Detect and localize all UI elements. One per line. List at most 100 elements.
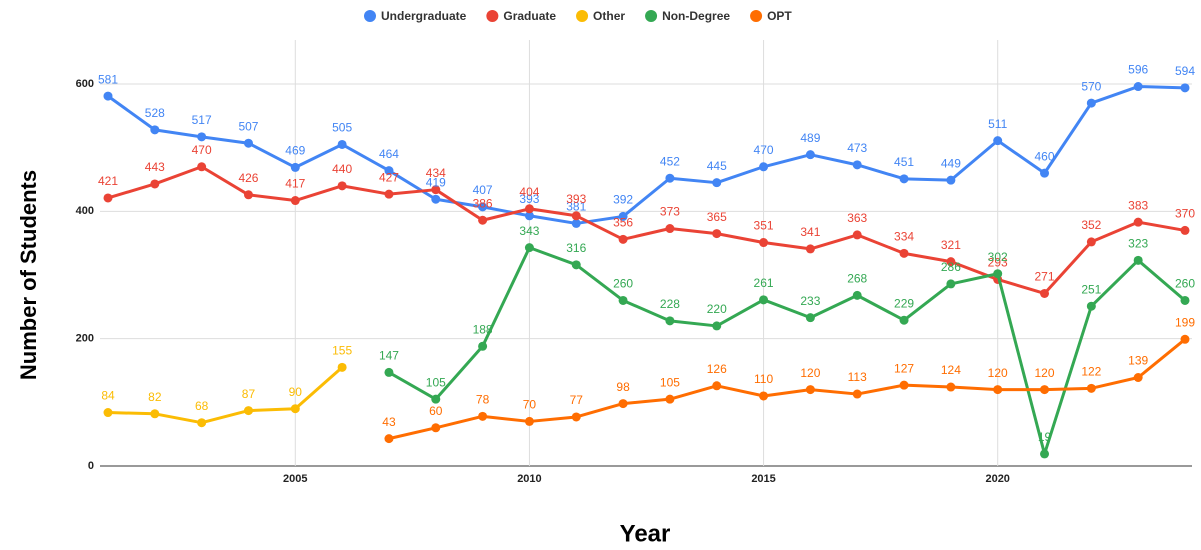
data-label: 321 (941, 238, 961, 252)
x-axis-label: Year (620, 520, 671, 547)
data-label: 365 (707, 210, 727, 224)
x-tick-label: 2020 (985, 473, 1009, 485)
data-label: 464 (379, 147, 399, 161)
data-label: 78 (476, 393, 490, 407)
data-point (899, 380, 909, 390)
data-point (618, 295, 628, 305)
data-label: 383 (1128, 198, 1148, 212)
data-label: 489 (800, 131, 820, 145)
data-label: 260 (613, 277, 633, 291)
data-point (805, 150, 815, 160)
data-label: 517 (192, 113, 212, 127)
data-label: 426 (238, 171, 258, 185)
data-point (852, 160, 862, 170)
data-label: 316 (566, 241, 586, 255)
data-point (1040, 385, 1050, 395)
data-point (1133, 255, 1143, 265)
data-label: 511 (988, 117, 1007, 131)
legend-marker (750, 10, 763, 22)
series-line (107, 85, 1186, 225)
data-label: 596 (1128, 63, 1148, 77)
legend-marker (576, 10, 589, 22)
data-point (384, 166, 394, 176)
data-label: 120 (988, 366, 1008, 380)
data-point (899, 315, 909, 325)
data-point (1133, 82, 1143, 92)
data-point (478, 215, 488, 225)
data-point (805, 244, 815, 254)
data-label: 98 (616, 380, 630, 394)
data-label: 381 (566, 200, 586, 214)
data-point (384, 434, 394, 444)
data-label: 155 (332, 343, 352, 357)
data-label: 470 (192, 143, 212, 157)
legend-label: Non-Degree (662, 9, 730, 23)
data-point (946, 257, 956, 267)
data-point (197, 418, 207, 428)
data-point (618, 399, 628, 409)
data-point (1180, 83, 1190, 93)
data-point (571, 218, 581, 228)
legend-marker (486, 10, 499, 22)
data-point (197, 162, 207, 172)
data-point (197, 132, 207, 142)
data-label: 77 (570, 393, 584, 407)
data-point (478, 411, 488, 421)
data-point (431, 185, 441, 195)
data-point (1040, 288, 1050, 298)
data-label: 82 (148, 390, 162, 404)
data-point (993, 136, 1003, 146)
data-label: 68 (195, 399, 209, 413)
data-label: 570 (1081, 79, 1101, 93)
data-point (384, 189, 394, 199)
legend-label: OPT (767, 9, 792, 23)
data-point (384, 367, 394, 377)
data-point (712, 321, 722, 331)
data-label: 352 (1081, 218, 1101, 232)
data-label: 443 (145, 160, 165, 174)
data-label: 581 (98, 72, 118, 86)
data-point (571, 260, 581, 270)
data-point (150, 409, 160, 419)
data-label: 199 (1175, 315, 1195, 329)
data-point (1040, 449, 1050, 459)
data-label: 528 (145, 106, 165, 120)
data-label: 43 (382, 415, 396, 429)
data-label: 120 (800, 366, 820, 380)
data-label: 370 (1175, 207, 1195, 221)
data-point (290, 404, 300, 414)
data-point (946, 175, 956, 185)
data-point (571, 211, 581, 221)
data-point (759, 295, 769, 305)
data-label: 440 (332, 162, 352, 176)
data-point (290, 196, 300, 206)
data-label: 386 (473, 196, 493, 210)
data-label: 260 (1175, 277, 1195, 291)
data-point (337, 139, 347, 149)
data-label: 188 (473, 322, 493, 336)
data-label: 19 (1038, 430, 1052, 444)
data-point (712, 178, 722, 188)
data-point (759, 162, 769, 172)
data-label: 392 (613, 193, 633, 207)
x-tick-label: 2005 (283, 473, 307, 485)
data-point (852, 290, 862, 300)
data-label: 286 (941, 260, 961, 274)
data-label: 470 (754, 143, 774, 157)
data-point (431, 394, 441, 404)
data-point (665, 173, 675, 183)
data-point (524, 416, 534, 426)
data-label: 427 (379, 170, 399, 184)
data-point (1086, 383, 1096, 393)
data-point (150, 179, 160, 189)
data-point (1086, 301, 1096, 311)
data-label: 449 (941, 156, 961, 170)
data-label: 341 (800, 225, 820, 239)
data-point (103, 193, 113, 203)
data-label: 393 (519, 192, 539, 206)
data-point (946, 382, 956, 392)
data-label: 507 (238, 119, 258, 133)
data-point (618, 211, 628, 221)
data-label: 233 (800, 294, 820, 308)
data-point (103, 408, 113, 418)
